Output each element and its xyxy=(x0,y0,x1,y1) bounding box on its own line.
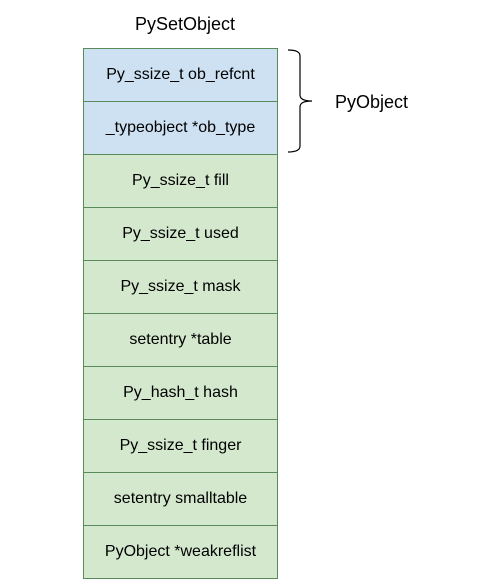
brace-pyobject xyxy=(286,48,314,154)
struct-field: Py_hash_t hash xyxy=(84,367,277,420)
struct-layout: Py_ssize_t ob_refcnt_typeobject *ob_type… xyxy=(83,48,278,579)
struct-field: Py_ssize_t finger xyxy=(84,420,277,473)
pyobject-label: PyObject xyxy=(335,92,408,113)
struct-field: setentry *table xyxy=(84,314,277,367)
struct-field: Py_ssize_t mask xyxy=(84,261,277,314)
struct-field: Py_ssize_t ob_refcnt xyxy=(84,49,277,102)
struct-field: _typeobject *ob_type xyxy=(84,102,277,155)
struct-field: setentry smalltable xyxy=(84,473,277,526)
struct-field: PyObject *weakreflist xyxy=(84,526,277,579)
struct-title: PySetObject xyxy=(135,14,235,35)
struct-field: Py_ssize_t fill xyxy=(84,155,277,208)
struct-field: Py_ssize_t used xyxy=(84,208,277,261)
